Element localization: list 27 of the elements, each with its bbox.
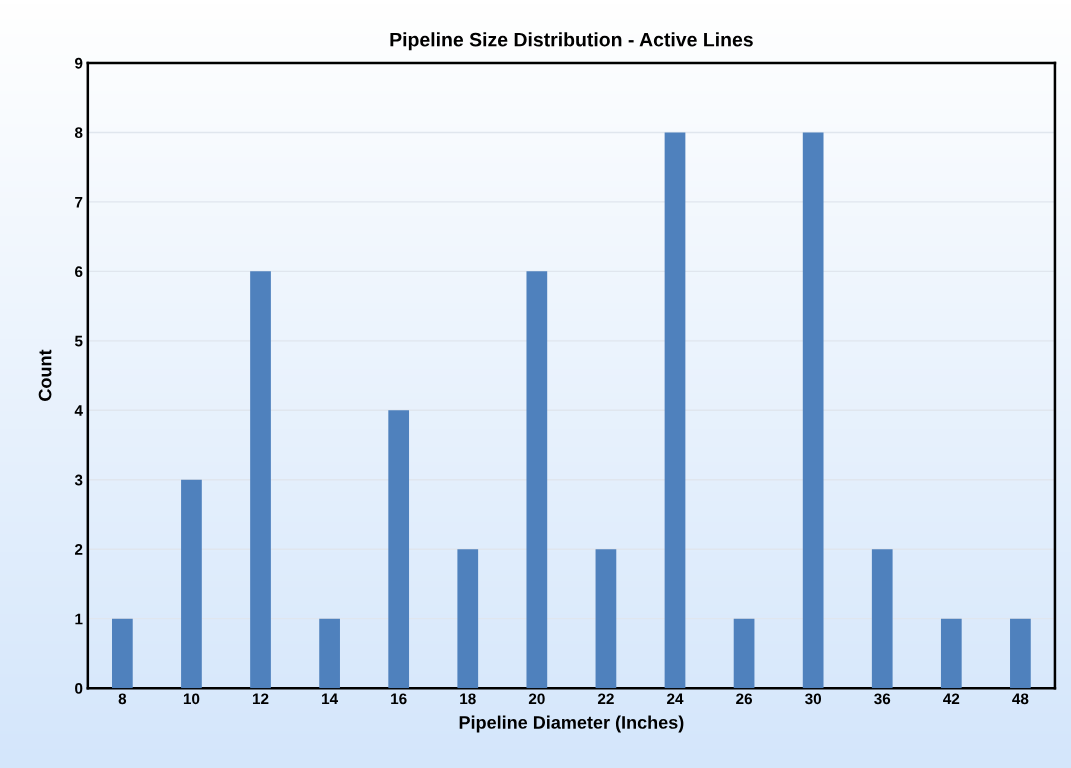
chart-title: Pipeline Size Distribution - Active Lines (390, 32, 753, 51)
y-tick-label: 8 (74, 127, 83, 139)
x-tick-label: 12 (252, 693, 269, 705)
x-tick-label: 26 (736, 693, 753, 705)
x-tick-label: 30 (805, 693, 822, 705)
x-tick-label: 42 (943, 693, 960, 705)
x-tick-label: 36 (874, 693, 891, 705)
x-tick-label: 20 (528, 693, 545, 705)
x-tick-label: 16 (391, 693, 407, 705)
y-tick-label: 2 (74, 544, 83, 555)
y-axis-title: Count (38, 349, 52, 401)
y-tick-label: 3 (74, 474, 83, 486)
x-tick-label: 14 (322, 693, 339, 705)
y-tick-label: 4 (74, 405, 83, 416)
y-tick-label: 1 (75, 613, 83, 625)
y-tick-label: 9 (74, 57, 83, 69)
y-tick-label: 6 (75, 266, 83, 278)
y-tick-label: 0 (75, 683, 83, 694)
y-tick-label: 7 (75, 196, 83, 208)
x-tick-label: 48 (1012, 693, 1029, 705)
x-axis-title: Pipeline Diameter (Inches) (459, 715, 684, 733)
x-tick-label: 8 (118, 693, 127, 705)
x-tick-label: 22 (597, 693, 614, 705)
x-tick-label: 18 (460, 693, 476, 705)
x-tick-label: 10 (183, 693, 200, 705)
x-tick-label: 24 (667, 693, 684, 705)
y-tick-label: 5 (74, 335, 83, 347)
